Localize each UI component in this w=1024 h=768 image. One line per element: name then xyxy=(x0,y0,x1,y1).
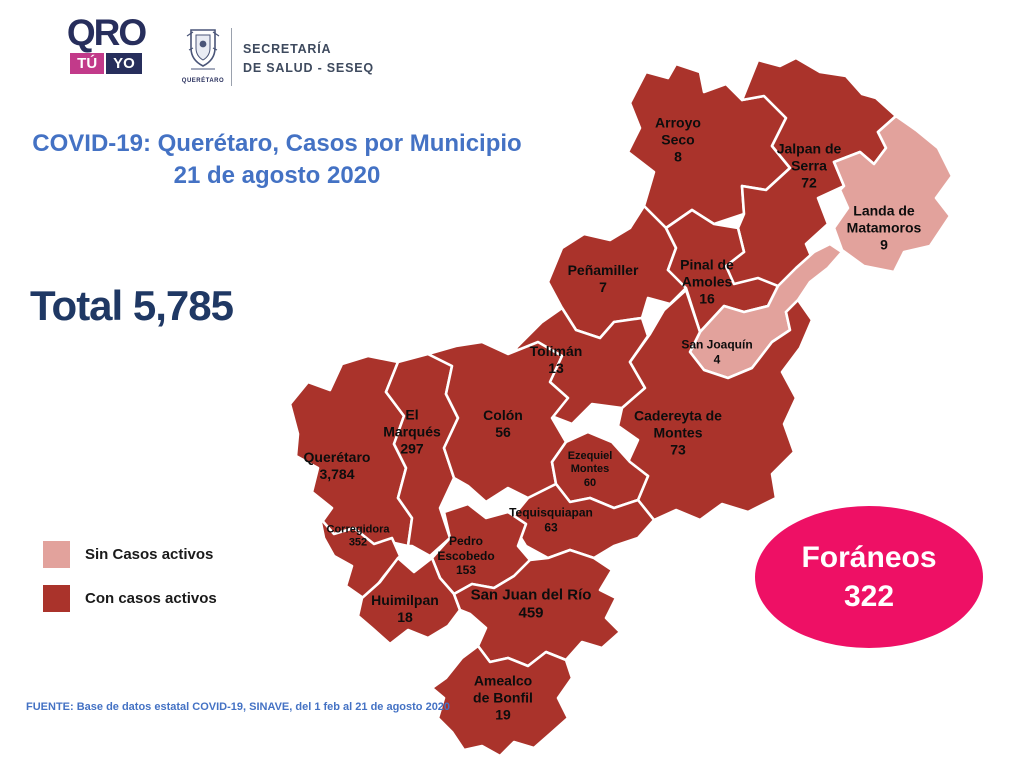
legend-swatch-sin-casos xyxy=(43,541,70,568)
secretaria-wordmark: SECRETARÍA DE SALUD - SESEQ xyxy=(243,40,374,78)
logo-tu-badge: TÚ xyxy=(70,53,105,74)
source-note: FUENTE: Base de datos estatal COVID-19, … xyxy=(26,701,451,713)
header-divider xyxy=(231,28,232,86)
legend-item-con-casos: Con casos activos xyxy=(43,585,217,612)
total-cases: Total 5,785 xyxy=(30,282,234,330)
foraneos-label: Foráneos xyxy=(801,541,937,574)
total-value: 5,785 xyxy=(132,282,234,329)
title-line1: COVID-19: Querétaro, Casos por Municipio xyxy=(32,130,522,157)
qro-logo-text: QRO xyxy=(66,12,147,53)
region-jalpan-de-serra xyxy=(716,56,898,324)
queretaro-state-seal: QUERÉTARO xyxy=(181,24,225,84)
state-crest-icon xyxy=(186,29,220,70)
secretaria-line2: DE SALUD - SESEQ xyxy=(243,60,374,75)
legend: Sin Casos activos Con casos activos xyxy=(43,541,217,629)
qro-tuyo-logo: QRO TÚ YO xyxy=(58,14,154,74)
region-landa-de-matamoros xyxy=(832,114,954,274)
legend-item-sin-casos: Sin Casos activos xyxy=(43,541,217,568)
title-line2: 21 de agosto 2020 xyxy=(173,162,381,190)
foraneos-badge: Foráneos 322 xyxy=(755,506,983,648)
page-title: COVID-19: Querétaro, Casos por Municipio… xyxy=(22,128,532,193)
region-amealco-de-bonfil xyxy=(430,644,574,758)
seal-caption: QUERÉTARO xyxy=(181,78,225,84)
total-label: Total xyxy=(30,282,123,329)
secretaria-line1: SECRETARÍA xyxy=(243,42,332,56)
foraneos-value: 322 xyxy=(843,580,895,613)
logo-yo-badge: YO xyxy=(106,53,142,74)
legend-swatch-con-casos xyxy=(43,585,70,612)
